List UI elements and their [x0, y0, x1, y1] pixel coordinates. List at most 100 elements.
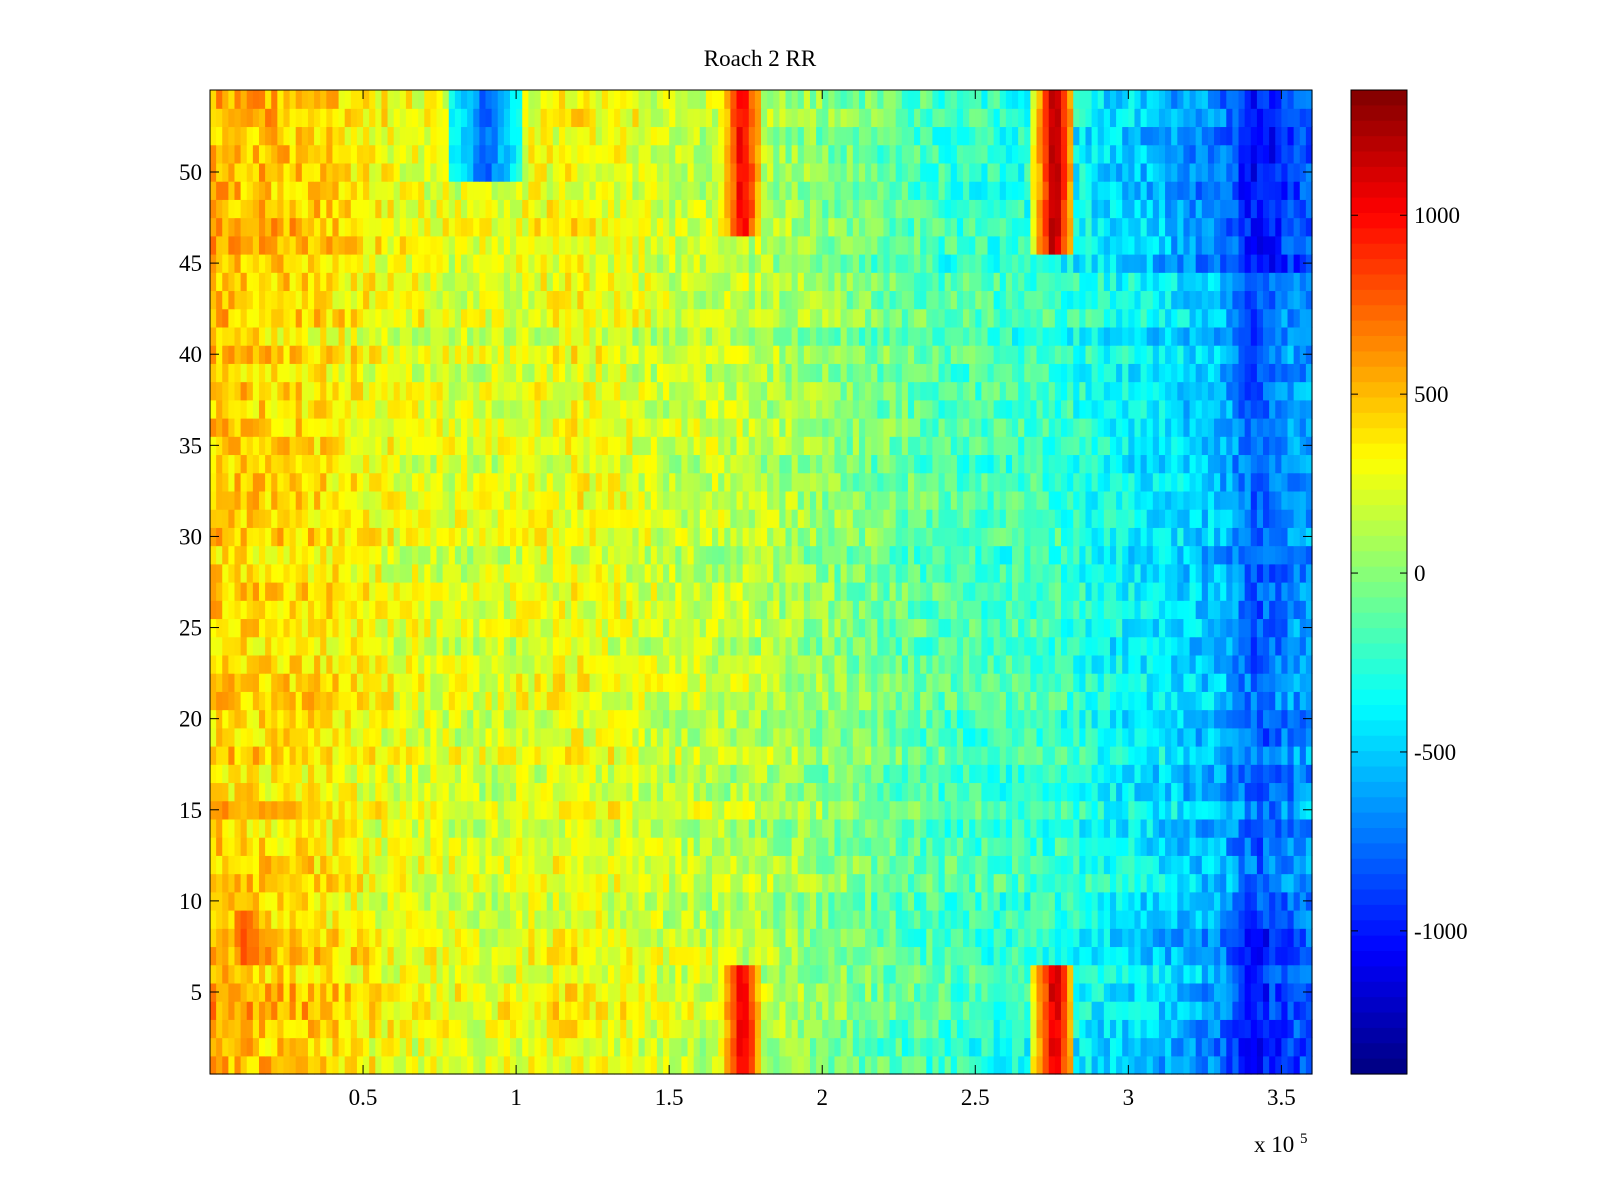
heatmap-cell [1152, 1037, 1160, 1057]
heatmap-cell [938, 563, 946, 583]
heatmap-cell [399, 1019, 407, 1039]
heatmap-cell [693, 618, 701, 638]
heatmap-cell [271, 727, 278, 747]
heatmap-cell [950, 910, 958, 929]
heatmap-cell [828, 928, 836, 948]
heatmap-cell [424, 618, 431, 638]
heatmap-cell [1177, 654, 1185, 674]
heatmap-cell [938, 928, 946, 948]
heatmap-cell [1091, 709, 1099, 729]
heatmap-cell [809, 691, 817, 711]
heatmap-cell [736, 654, 744, 674]
heatmap-cell [963, 618, 970, 638]
heatmap-cell [1067, 818, 1074, 838]
heatmap-cell [644, 1019, 652, 1039]
heatmap-cell [363, 1037, 370, 1057]
heatmap-cell [840, 946, 848, 966]
heatmap-cell [932, 1037, 940, 1057]
heatmap-cell [265, 910, 272, 929]
heatmap-cell [1256, 1055, 1264, 1075]
heatmap-cell [540, 1037, 548, 1057]
heatmap-cell [1165, 1037, 1172, 1057]
heatmap-cell [736, 1001, 744, 1020]
heatmap-cell [644, 582, 652, 601]
heatmap-cell [1275, 654, 1282, 674]
heatmap-cell [1171, 654, 1178, 674]
heatmap-cell [840, 910, 848, 929]
heatmap-cell [405, 837, 413, 856]
heatmap-cell [1060, 982, 1068, 1002]
heatmap-cell [1122, 891, 1129, 911]
heatmap-cell [283, 600, 291, 620]
heatmap-cell [216, 654, 223, 674]
heatmap-cell [761, 673, 768, 692]
heatmap-cell [705, 691, 713, 711]
heatmap-cell [1005, 982, 1013, 1002]
heatmap-cell [583, 891, 591, 911]
heatmap-cell [1177, 746, 1185, 765]
heatmap-cell [418, 618, 425, 638]
heatmap-cell [920, 782, 927, 802]
heatmap-cell [1116, 636, 1123, 656]
heatmap-cell [987, 1019, 995, 1039]
heatmap-cell [626, 946, 634, 966]
heatmap-cell [1226, 1019, 1234, 1039]
heatmap-cell [761, 800, 768, 820]
heatmap-cell [479, 654, 487, 674]
heatmap-cell [375, 800, 383, 820]
heatmap-cell [320, 782, 327, 802]
heatmap-cell [442, 709, 450, 729]
heatmap-cell [509, 746, 517, 765]
heatmap-cell [1067, 691, 1074, 711]
heatmap-cell [656, 818, 664, 838]
heatmap-cell [1128, 600, 1136, 620]
heatmap-cell [791, 764, 799, 784]
heatmap-cell [1060, 910, 1068, 929]
heatmap-cell [1036, 1001, 1044, 1020]
heatmap-cell [399, 800, 407, 820]
heatmap-cell [883, 764, 891, 784]
heatmap-cell [289, 764, 297, 784]
heatmap-cell [1171, 600, 1178, 620]
heatmap-cell [620, 636, 627, 656]
heatmap-cell [748, 709, 756, 729]
heatmap-cell [307, 818, 315, 838]
heatmap-cell [516, 764, 523, 784]
heatmap-cell [656, 873, 664, 893]
heatmap-cell [816, 746, 823, 765]
heatmap-cell [748, 818, 756, 838]
heatmap-cell [693, 600, 701, 620]
heatmap-cell [216, 982, 223, 1002]
heatmap-cell [485, 855, 493, 875]
heatmap-cell [748, 964, 756, 984]
heatmap-cell [522, 673, 529, 692]
heatmap-cell [234, 1001, 242, 1020]
heatmap-cell [1256, 891, 1264, 911]
heatmap-cell [558, 891, 566, 911]
heatmap-cell [1073, 746, 1080, 765]
heatmap-cell [552, 727, 560, 747]
heatmap-cell [1305, 964, 1313, 984]
heatmap-cell [938, 782, 946, 802]
heatmap-cell [1128, 618, 1136, 638]
heatmap-cell [369, 636, 376, 656]
heatmap-cell [1275, 873, 1282, 893]
heatmap-cell [852, 1001, 860, 1020]
heatmap-cell [1018, 1037, 1025, 1057]
heatmap-cell [1195, 582, 1203, 601]
heatmap-cell [650, 1055, 658, 1075]
heatmap-cell [1232, 855, 1240, 875]
heatmap-cell [1030, 855, 1038, 875]
heatmap-cell [1097, 673, 1105, 692]
heatmap-cell [448, 1055, 456, 1075]
heatmap-cell [1073, 964, 1080, 984]
heatmap-cell [571, 727, 578, 747]
heatmap-cell [246, 1037, 254, 1057]
heatmap-cell [1036, 727, 1044, 747]
heatmap-cell [461, 818, 468, 838]
heatmap-cell [485, 727, 493, 747]
heatmap-cell [1305, 818, 1313, 838]
heatmap-cell [540, 582, 548, 601]
heatmap-cell [338, 1019, 346, 1039]
heatmap-cell [687, 910, 695, 929]
